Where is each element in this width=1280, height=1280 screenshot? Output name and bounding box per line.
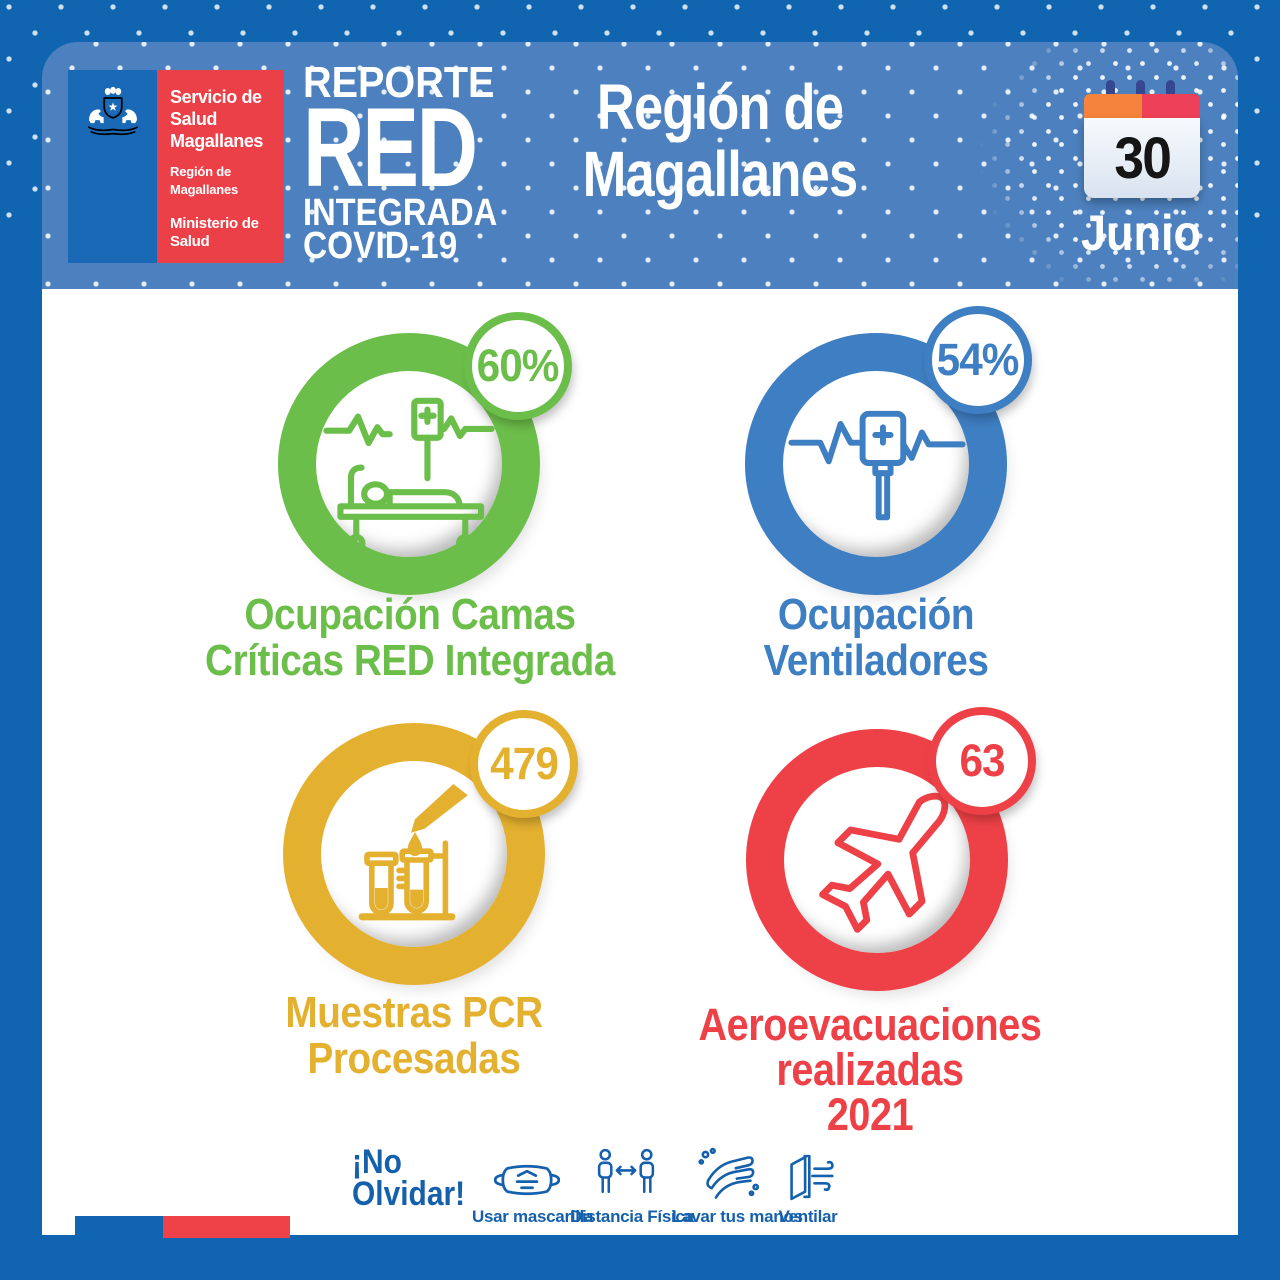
page-title-line: Región de bbox=[596, 71, 844, 143]
page-title: Región de Magallanes bbox=[540, 74, 901, 208]
physical-distance-icon bbox=[597, 1148, 655, 1193]
calendar-icon: 30 bbox=[1084, 80, 1200, 200]
stat-camas-criticas: 60% bbox=[278, 312, 572, 595]
stat-muestras-pcr: 479 bbox=[283, 710, 578, 985]
stat-value-badge: 54% bbox=[924, 306, 1032, 414]
logo-ministry-line: Salud bbox=[170, 233, 210, 250]
date-day: 30 bbox=[1114, 125, 1171, 191]
stat-value-badge: 63 bbox=[928, 707, 1036, 815]
stat-label-line: realizadas bbox=[776, 1044, 964, 1095]
stat-label-line: Ventiladores bbox=[763, 636, 989, 685]
logo-org-line: Magallanes bbox=[170, 131, 264, 151]
footer-icon-wrap bbox=[570, 1142, 682, 1204]
flag-accent-blue bbox=[75, 1216, 163, 1238]
stat-value: 60% bbox=[477, 340, 560, 391]
stat-label-ventiladores: Ocupación Ventiladores bbox=[668, 592, 1083, 684]
footer-icon-wrap bbox=[672, 1142, 786, 1204]
stat-value-badge: 479 bbox=[470, 710, 578, 818]
test-tubes-icon bbox=[358, 784, 468, 921]
footer-icon-wrap bbox=[472, 1142, 582, 1204]
footer-item-label: Usar mascarilla bbox=[472, 1207, 594, 1226]
reminder-line: Olvidar! bbox=[352, 1175, 466, 1213]
logo-org-line: Servicio de bbox=[170, 87, 262, 107]
report-title-block: REPORTE RED INTEGRADA COVID-19 bbox=[303, 42, 523, 282]
stat-ventiladores: 54% bbox=[745, 306, 1032, 595]
reminder-title: ¡No Olvidar! bbox=[352, 1143, 466, 1213]
report-line: INTEGRADA bbox=[303, 192, 498, 234]
footer-item-label: Ventilar bbox=[778, 1207, 838, 1226]
chile-coat-of-arms-icon bbox=[87, 86, 138, 136]
flag-accent-red bbox=[163, 1216, 290, 1238]
stat-label-line: Procesadas bbox=[307, 1034, 521, 1083]
reminder-line: ¡No bbox=[352, 1143, 402, 1181]
report-line-red: RED bbox=[303, 85, 478, 210]
ministry-logo: Servicio de Salud Magallanes Región de M… bbox=[68, 70, 284, 263]
stat-label-aeroevacuaciones: Aeroevacuaciones realizadas 2021 bbox=[625, 1002, 1114, 1137]
logo-ministry-line: Ministerio de bbox=[170, 215, 259, 232]
stat-label-camas-criticas: Ocupación Camas Críticas RED Integrada bbox=[141, 592, 680, 684]
stat-label-line: Aeroevacuaciones bbox=[698, 999, 1042, 1050]
page-title-line: Magallanes bbox=[582, 138, 859, 210]
stat-value: 63 bbox=[959, 735, 1005, 786]
footer-item-mascarilla: Usar mascarilla bbox=[472, 1142, 594, 1227]
airplane-icon bbox=[819, 792, 949, 933]
logo-blue-box bbox=[68, 70, 157, 263]
logo-org-line: Salud bbox=[170, 109, 218, 129]
logo-red-box: Servicio de Salud Magallanes Región de M… bbox=[157, 70, 284, 263]
stat-label-line: Muestras PCR bbox=[285, 988, 543, 1037]
report-line: COVID-19 bbox=[303, 225, 458, 267]
footer-item-label: Lavar tus manos bbox=[672, 1207, 803, 1226]
stat-value: 479 bbox=[490, 738, 559, 789]
date-month: Junio bbox=[1080, 205, 1201, 261]
stat-label-line: 2021 bbox=[826, 1089, 914, 1140]
logo-region-line: Magallanes bbox=[170, 182, 239, 197]
footer-item-distancia: Distancia Física bbox=[570, 1142, 694, 1227]
stat-label-line: Críticas RED Integrada bbox=[205, 636, 615, 685]
stat-aeroevacuaciones: 63 bbox=[746, 707, 1036, 991]
ventilator-icon bbox=[788, 410, 966, 521]
ventilation-icon bbox=[790, 1154, 834, 1201]
hospital-bed-icon bbox=[323, 397, 495, 552]
logo-region: Región de Magallanes bbox=[170, 163, 280, 199]
calendar-header-strip bbox=[1084, 94, 1200, 118]
face-mask-icon bbox=[494, 1164, 560, 1196]
logo-org-name: Servicio de Salud Magallanes bbox=[170, 86, 280, 152]
content-panel bbox=[42, 289, 1238, 1235]
hand-washing-icon bbox=[698, 1147, 760, 1199]
report-line: REPORTE bbox=[303, 58, 495, 107]
stat-label-line: Ocupación bbox=[777, 590, 975, 639]
footer-item-lavar-manos: Lavar tus manos bbox=[672, 1142, 803, 1227]
calendar-page: 30 bbox=[1084, 118, 1200, 198]
footer-item-label: Distancia Física bbox=[570, 1207, 694, 1226]
logo-region-line: Región de bbox=[170, 164, 232, 179]
stat-label-line: Ocupación Camas bbox=[244, 590, 576, 639]
logo-ministry: Ministerio de Salud bbox=[170, 215, 280, 251]
stat-label-muestras-pcr: Muestras PCR Procesadas bbox=[150, 990, 678, 1082]
footer-item-ventilar: Ventilar bbox=[762, 1142, 854, 1227]
stat-value-badge: 60% bbox=[464, 312, 572, 420]
footer-icon-wrap bbox=[762, 1142, 854, 1204]
stat-value: 54% bbox=[937, 334, 1020, 385]
